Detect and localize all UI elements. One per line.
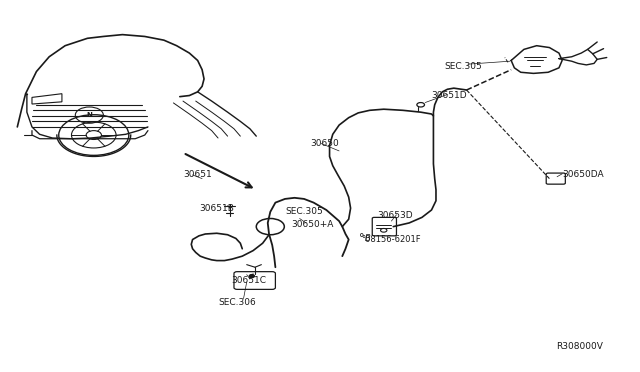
- Text: 30651: 30651: [183, 170, 212, 179]
- Text: °: °: [358, 233, 364, 243]
- Text: 30651D: 30651D: [431, 91, 467, 100]
- Text: 30651C: 30651C: [231, 276, 266, 285]
- Text: 30653D: 30653D: [378, 211, 413, 220]
- Text: 30650DA: 30650DA: [562, 170, 604, 179]
- Text: 30651B: 30651B: [199, 203, 234, 213]
- Text: SEC.305: SEC.305: [444, 61, 482, 71]
- Text: SEC.306: SEC.306: [218, 298, 256, 307]
- Circle shape: [249, 275, 254, 278]
- Text: 30650+A: 30650+A: [291, 220, 333, 229]
- Text: B: B: [365, 234, 371, 243]
- Text: R308000V: R308000V: [556, 342, 603, 351]
- Text: N: N: [86, 112, 92, 118]
- Text: 30650: 30650: [310, 139, 339, 148]
- Text: °08156-6201F: °08156-6201F: [362, 235, 421, 244]
- Text: SEC.305: SEC.305: [285, 207, 323, 217]
